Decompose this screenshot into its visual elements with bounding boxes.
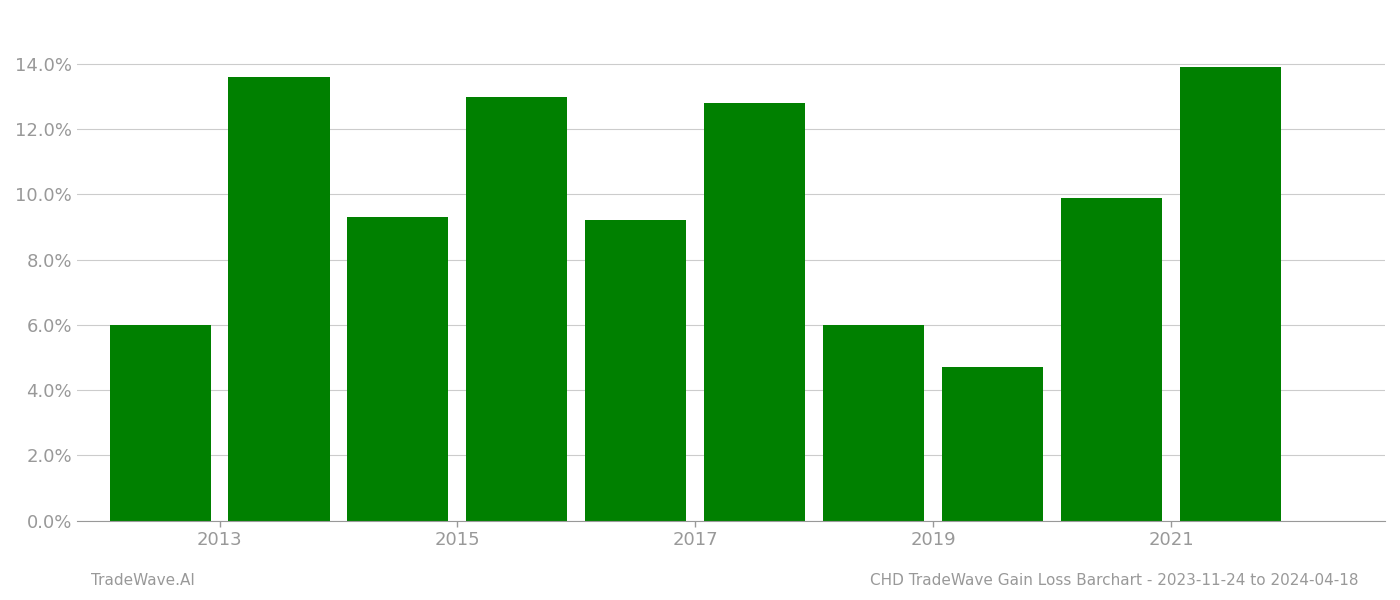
Bar xyxy=(466,97,567,521)
Bar xyxy=(823,325,924,521)
Bar xyxy=(942,367,1043,521)
Bar xyxy=(704,103,805,521)
Bar xyxy=(585,220,686,521)
Bar xyxy=(1061,197,1162,521)
Bar xyxy=(109,325,210,521)
Bar xyxy=(347,217,448,521)
Text: CHD TradeWave Gain Loss Barchart - 2023-11-24 to 2024-04-18: CHD TradeWave Gain Loss Barchart - 2023-… xyxy=(869,573,1358,588)
Bar xyxy=(228,77,329,521)
Bar xyxy=(1180,67,1281,521)
Text: TradeWave.AI: TradeWave.AI xyxy=(91,573,195,588)
